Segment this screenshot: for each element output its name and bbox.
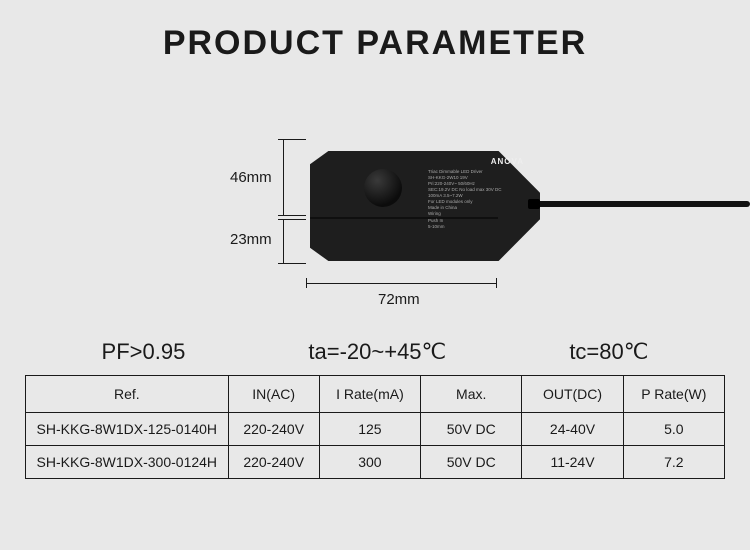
col-ref: Ref.: [26, 376, 229, 413]
col-irate: I Rate(mA): [319, 376, 420, 413]
cell-max: 50V DC: [421, 446, 522, 479]
product-label: ANOVA Triac Dimmable LED Driver SH-KKG-2…: [428, 157, 530, 230]
spec-tc: tc=80℃: [569, 339, 648, 365]
col-prate: P Rate(W): [623, 376, 724, 413]
dim-tick: [496, 278, 497, 288]
table-header-row: Ref. IN(AC) I Rate(mA) Max. OUT(DC) P Ra…: [26, 376, 725, 413]
spec-pf: PF>0.95: [102, 339, 186, 365]
cell-prate: 5.0: [623, 413, 724, 446]
dim-line-width: [306, 283, 496, 284]
dim-tick: [278, 219, 306, 220]
cell-ref: SH-KKG-8W1DX-125-0140H: [26, 413, 229, 446]
page-title: PRODUCT PARAMETER: [0, 0, 750, 73]
product-cable: [536, 201, 750, 207]
product-knob: [364, 169, 402, 207]
dim-tick: [306, 278, 307, 288]
product-figure: 46mm 23mm 72mm ANOVA Triac Dimmable LED …: [0, 73, 750, 333]
cell-irate: 300: [319, 446, 420, 479]
cell-irate: 125: [319, 413, 420, 446]
product-label-text: Triac Dimmable LED Driver SH-KKG-2W10 19…: [428, 169, 530, 230]
dim-tick: [278, 263, 306, 264]
dim-label-width: 72mm: [378, 291, 420, 308]
spec-ta: ta=-20~+45℃: [308, 339, 446, 365]
col-out: OUT(DC): [522, 376, 623, 413]
dim-line-height: [283, 139, 284, 215]
dim-label-depth: 23mm: [230, 231, 272, 248]
dim-label-height: 46mm: [230, 169, 272, 186]
product-image: ANOVA Triac Dimmable LED Driver SH-KKG-2…: [310, 151, 540, 261]
key-specs-row: PF>0.95 ta=-20~+45℃ tc=80℃: [0, 333, 750, 375]
cell-out: 24-40V: [522, 413, 623, 446]
cell-prate: 7.2: [623, 446, 724, 479]
cell-in: 220-240V: [228, 413, 319, 446]
table-row: SH-KKG-8W1DX-125-0140H 220-240V 125 50V …: [26, 413, 725, 446]
table-row: SH-KKG-8W1DX-300-0124H 220-240V 300 50V …: [26, 446, 725, 479]
cell-max: 50V DC: [421, 413, 522, 446]
cell-ref: SH-KKG-8W1DX-300-0124H: [26, 446, 229, 479]
dim-tick: [278, 139, 306, 140]
dim-tick: [278, 215, 306, 216]
cell-out: 11-24V: [522, 446, 623, 479]
col-max: Max.: [421, 376, 522, 413]
spec-table: Ref. IN(AC) I Rate(mA) Max. OUT(DC) P Ra…: [25, 375, 725, 479]
col-in: IN(AC): [228, 376, 319, 413]
product-brand: ANOVA: [428, 157, 530, 166]
dim-line-depth: [283, 219, 284, 263]
cell-in: 220-240V: [228, 446, 319, 479]
